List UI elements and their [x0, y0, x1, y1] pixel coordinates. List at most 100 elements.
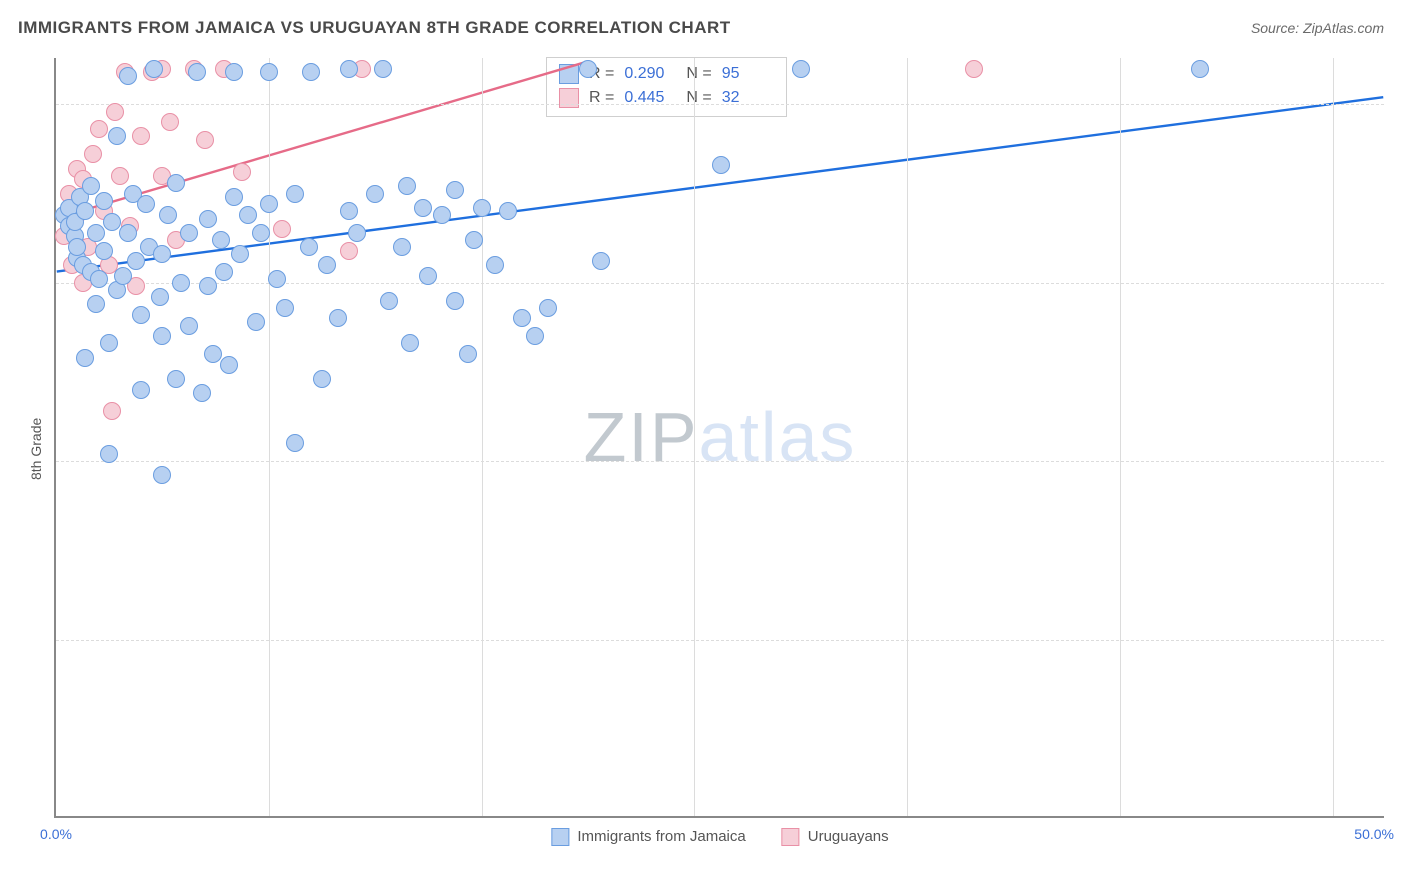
- scatter-point: [68, 238, 86, 256]
- scatter-point: [87, 295, 105, 313]
- scatter-point: [366, 185, 384, 203]
- scatter-point: [499, 202, 517, 220]
- gridline-vertical: [1333, 58, 1334, 816]
- scatter-point: [225, 188, 243, 206]
- scatter-point: [313, 370, 331, 388]
- scatter-point: [132, 127, 150, 145]
- scatter-point: [95, 192, 113, 210]
- scatter-point: [398, 177, 416, 195]
- scatter-point: [300, 238, 318, 256]
- gridline-horizontal: [56, 104, 1384, 105]
- scatter-point: [419, 267, 437, 285]
- legend-bottom: Immigrants from JamaicaUruguayans: [551, 828, 888, 846]
- scatter-point: [965, 60, 983, 78]
- scatter-point: [260, 195, 278, 213]
- scatter-point: [76, 202, 94, 220]
- scatter-point: [196, 131, 214, 149]
- scatter-point: [318, 256, 336, 274]
- scatter-point: [513, 309, 531, 327]
- scatter-point: [465, 231, 483, 249]
- scatter-point: [193, 384, 211, 402]
- scatter-point: [273, 220, 291, 238]
- watermark-bold: ZIP: [584, 398, 699, 476]
- x-tick-label: 0.0%: [40, 826, 72, 842]
- scatter-point: [114, 267, 132, 285]
- scatter-point: [87, 224, 105, 242]
- plot-area: ZIPatlas R =0.290N =95R =0.445N =32 Immi…: [54, 58, 1384, 818]
- stats-n-label: N =: [686, 65, 711, 83]
- legend-swatch: [551, 828, 569, 846]
- scatter-point: [167, 174, 185, 192]
- stats-row: R =0.445N =32: [559, 86, 774, 110]
- watermark-light: atlas: [699, 398, 857, 476]
- scatter-point: [132, 381, 150, 399]
- scatter-point: [119, 224, 137, 242]
- scatter-point: [220, 356, 238, 374]
- scatter-point: [539, 299, 557, 317]
- scatter-point: [215, 263, 233, 281]
- gridline-vertical: [1120, 58, 1121, 816]
- scatter-point: [486, 256, 504, 274]
- gridline-vertical: [907, 58, 908, 816]
- scatter-point: [161, 113, 179, 131]
- scatter-point: [239, 206, 257, 224]
- scatter-point: [199, 210, 217, 228]
- scatter-point: [90, 120, 108, 138]
- scatter-point: [153, 245, 171, 263]
- y-axis-label: 8th Grade: [28, 418, 44, 480]
- scatter-point: [180, 224, 198, 242]
- scatter-point: [153, 466, 171, 484]
- scatter-point: [340, 242, 358, 260]
- gridline-vertical: [269, 58, 270, 816]
- scatter-point: [106, 103, 124, 121]
- scatter-point: [340, 60, 358, 78]
- scatter-point: [414, 199, 432, 217]
- scatter-point: [151, 288, 169, 306]
- scatter-point: [268, 270, 286, 288]
- scatter-point: [233, 163, 251, 181]
- gridline-vertical: [694, 58, 695, 816]
- scatter-point: [111, 167, 129, 185]
- scatter-point: [76, 349, 94, 367]
- stats-r-value: 0.290: [624, 65, 676, 83]
- scatter-point: [792, 60, 810, 78]
- scatter-point: [180, 317, 198, 335]
- scatter-point: [159, 206, 177, 224]
- scatter-point: [526, 327, 544, 345]
- gridline-vertical: [482, 58, 483, 816]
- scatter-point: [199, 277, 217, 295]
- stats-n-value: 95: [722, 65, 774, 83]
- watermark: ZIPatlas: [584, 397, 857, 477]
- scatter-point: [340, 202, 358, 220]
- scatter-point: [446, 292, 464, 310]
- legend-item: Uruguayans: [782, 828, 889, 846]
- scatter-point: [153, 327, 171, 345]
- gridline-horizontal: [56, 461, 1384, 462]
- scatter-point: [286, 434, 304, 452]
- scatter-point: [433, 206, 451, 224]
- scatter-point: [90, 270, 108, 288]
- scatter-point: [119, 67, 137, 85]
- scatter-point: [393, 238, 411, 256]
- gridline-horizontal: [56, 283, 1384, 284]
- scatter-point: [127, 252, 145, 270]
- stats-swatch: [559, 64, 579, 84]
- scatter-point: [108, 127, 126, 145]
- gridline-horizontal: [56, 640, 1384, 641]
- scatter-point: [100, 445, 118, 463]
- scatter-point: [712, 156, 730, 174]
- scatter-point: [247, 313, 265, 331]
- scatter-point: [592, 252, 610, 270]
- scatter-point: [172, 274, 190, 292]
- scatter-point: [132, 306, 150, 324]
- scatter-point: [212, 231, 230, 249]
- scatter-point: [459, 345, 477, 363]
- scatter-point: [260, 63, 278, 81]
- scatter-point: [348, 224, 366, 242]
- chart-title: IMMIGRANTS FROM JAMAICA VS URUGUAYAN 8TH…: [18, 18, 731, 38]
- scatter-point: [84, 145, 102, 163]
- scatter-point: [167, 370, 185, 388]
- scatter-point: [401, 334, 419, 352]
- scatter-point: [82, 177, 100, 195]
- legend-swatch: [782, 828, 800, 846]
